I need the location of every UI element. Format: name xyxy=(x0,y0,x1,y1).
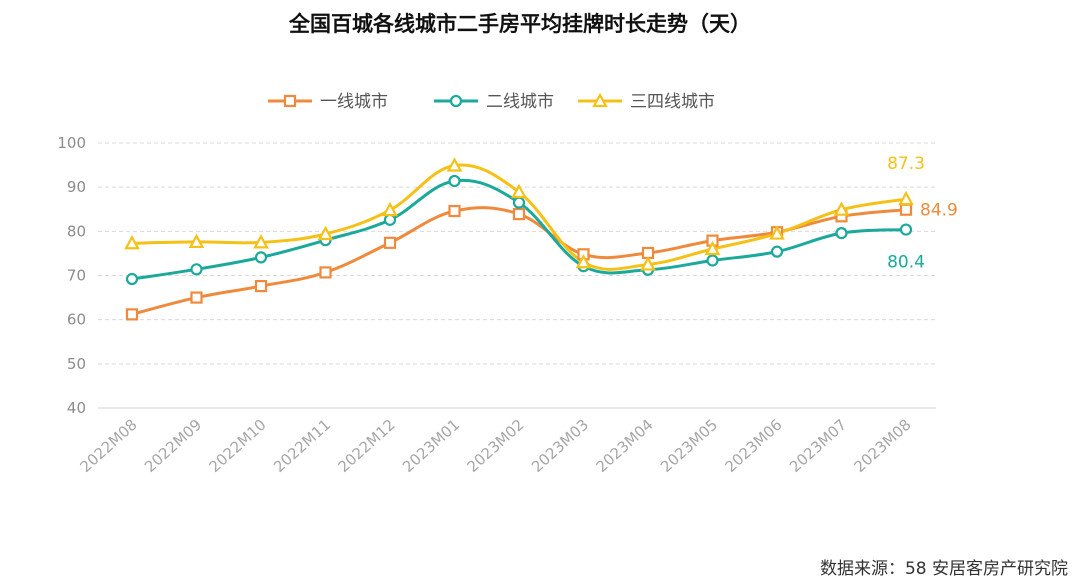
data-point xyxy=(254,251,268,264)
data-point xyxy=(446,157,463,172)
data-point xyxy=(448,174,461,188)
data-point xyxy=(899,203,913,216)
y-tick-label: 80 xyxy=(67,222,86,240)
data-point xyxy=(125,272,139,286)
y-tick-label: 50 xyxy=(67,355,86,373)
x-tick-label: 2023M06 xyxy=(721,416,785,476)
data-label: 87.3 xyxy=(887,154,925,174)
legend-label: 三四线城市 xyxy=(630,92,715,112)
data-point xyxy=(190,263,203,276)
x-tick-label: 2023M02 xyxy=(463,416,527,476)
legend-label: 一线城市 xyxy=(320,92,388,112)
y-tick-label: 40 xyxy=(67,399,86,417)
data-point xyxy=(835,227,848,240)
legend-marker xyxy=(283,94,297,108)
x-tick-label: 2022M10 xyxy=(205,416,269,476)
data-point xyxy=(833,201,850,216)
data-point xyxy=(317,225,334,241)
data-point xyxy=(124,234,140,250)
data-point xyxy=(319,266,332,279)
legend-label: 二线城市 xyxy=(486,92,554,112)
data-label: 80.4 xyxy=(887,253,925,273)
data-point xyxy=(253,234,269,249)
y-tick-label: 70 xyxy=(67,267,86,285)
data-point xyxy=(190,291,203,304)
data-point xyxy=(512,208,526,221)
data-point xyxy=(640,256,656,271)
x-tick-label: 2023M08 xyxy=(850,416,914,476)
x-tick-label: 2023M01 xyxy=(399,416,463,476)
data-point xyxy=(575,253,592,269)
x-tick-label: 2022M08 xyxy=(76,416,140,476)
legend-marker xyxy=(592,92,608,108)
data-point xyxy=(188,233,205,249)
data-point xyxy=(898,190,914,206)
data-point xyxy=(706,254,719,267)
data-point xyxy=(383,236,397,249)
data-label: 84.9 xyxy=(920,201,958,221)
end-labels: 84.9 80.4 87.3 xyxy=(887,154,958,272)
x-tick-label: 2022M12 xyxy=(334,416,398,476)
x-tick-label: 2023M07 xyxy=(786,416,850,476)
data-point xyxy=(125,308,139,321)
data-point xyxy=(512,196,526,209)
y-tick-label: 90 xyxy=(67,178,86,196)
data-point xyxy=(383,213,397,226)
y-axis-ticks: 40 50 60 70 80 90 100 xyxy=(57,134,86,417)
x-tick-label: 2022M09 xyxy=(141,416,205,476)
y-tick-label: 100 xyxy=(57,134,86,152)
legend: 一线城市 二线城市 三四线城市 xyxy=(268,92,715,112)
data-point xyxy=(254,280,268,293)
x-tick-label: 2023M05 xyxy=(657,416,721,476)
data-point xyxy=(769,225,785,240)
source-note: 数据来源：58 安居客房产研究院 xyxy=(819,559,1068,579)
data-point xyxy=(770,245,784,258)
data-point xyxy=(704,240,721,256)
data-point xyxy=(899,223,913,236)
data-point xyxy=(382,201,398,217)
x-tick-label: 2023M04 xyxy=(592,416,656,476)
series-markers xyxy=(124,157,914,321)
data-point xyxy=(511,183,527,199)
y-tick-label: 60 xyxy=(67,311,86,329)
x-tick-label: 2022M11 xyxy=(270,416,334,476)
x-axis-ticks: 2022M08 2022M09 2022M10 2022M11 2022M12 2023M… xyxy=(76,416,914,476)
chart-title: 全国百城各线城市二手房平均挂牌时长走势（天） xyxy=(289,12,751,36)
grid-lines xyxy=(98,142,936,409)
legend-marker xyxy=(449,94,463,108)
x-tick-label: 2023M03 xyxy=(528,416,592,476)
data-point xyxy=(448,204,461,218)
